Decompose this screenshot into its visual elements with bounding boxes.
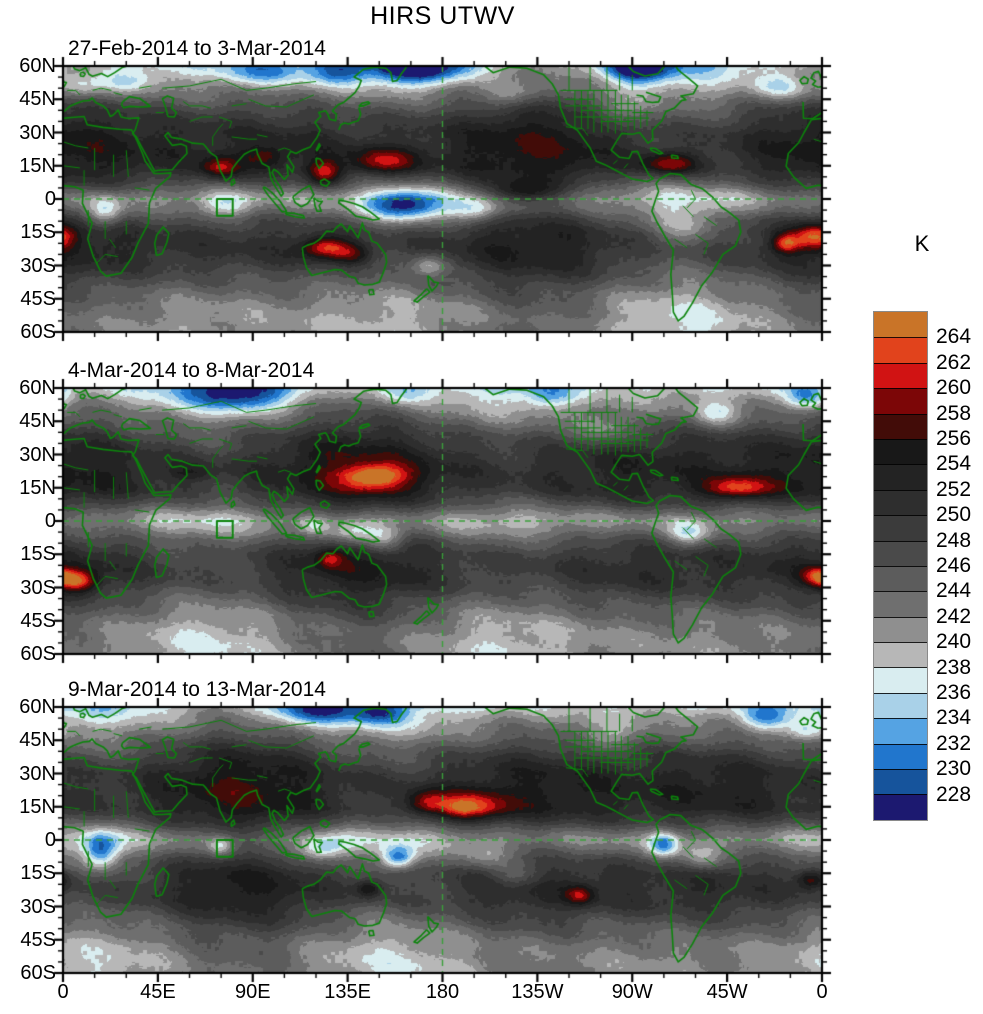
colorbar-segment: [874, 769, 927, 795]
x-axis-label: 135E: [324, 981, 371, 1003]
colorbar-level-label: 256: [936, 427, 972, 450]
y-axis-label: 60S: [20, 321, 56, 343]
colorbar-segment: [874, 388, 927, 414]
colorbar-segment: [874, 743, 927, 770]
page-title: HIRS UTWV: [370, 2, 515, 30]
y-axis-label: 15N: [19, 795, 56, 818]
colorbar-level-label: 246: [936, 554, 972, 577]
x-axis-label: 0: [57, 981, 69, 1003]
colorbar-level-label: 252: [936, 477, 972, 501]
colorbar-level-label: 258: [936, 401, 972, 425]
colorbar-segment: [874, 438, 927, 465]
colorbar-segment: [874, 489, 927, 516]
y-axis-label: 45N: [19, 729, 56, 752]
colorbar-level-label: 230: [936, 757, 972, 781]
colorbar-segment: [874, 616, 927, 643]
colorbar-level-label: 232: [936, 731, 972, 755]
colorbar-segment: [874, 464, 927, 490]
colorbar-level-label: 234: [936, 706, 972, 730]
y-axis-label: 60N: [19, 696, 56, 718]
y-axis-label: 45S: [20, 287, 56, 310]
colorbar-level-label: 264: [936, 325, 972, 349]
colorbar-segment: [874, 692, 927, 719]
y-axis-label: 30S: [20, 254, 56, 277]
colorbar-level-label: 238: [936, 655, 972, 679]
colorbar-level-label: 236: [936, 681, 972, 704]
y-axis-label: 60S: [20, 962, 56, 984]
colorbar-segment: [874, 718, 927, 744]
map-panel-2: [50, 375, 835, 667]
colorbar-level-label: 260: [936, 376, 972, 400]
colorbar-level-label: 228: [936, 782, 972, 806]
y-axis-label: 30S: [20, 576, 56, 599]
y-axis-label: 30S: [20, 895, 56, 918]
y-axis-label: 45S: [20, 928, 56, 951]
colorbar-segment: [874, 794, 927, 820]
colorbar-level-label: 244: [936, 579, 972, 603]
map-panel-3: [50, 694, 835, 986]
y-axis-label: 30N: [19, 762, 56, 785]
y-axis-label: 15N: [19, 476, 56, 499]
x-axis-label: 135W: [511, 981, 564, 1003]
y-axis-label: 60N: [19, 55, 56, 77]
colorbar-level-label: 248: [936, 528, 972, 552]
colorbar-level-label: 240: [936, 630, 972, 654]
colorbar-level-label: 242: [936, 604, 972, 628]
colorbar-title: K: [914, 231, 930, 256]
colorbar-segment: [874, 312, 927, 338]
colorbar: [874, 312, 927, 820]
colorbar-level-label: 250: [936, 503, 972, 527]
colorbar-segment: [874, 413, 927, 439]
colorbar-segment: [874, 642, 927, 668]
colorbar-segment: [874, 515, 927, 541]
colorbar-segment: [874, 362, 927, 389]
colorbar-segment: [874, 540, 927, 566]
colorbar-level-label: 254: [936, 452, 972, 476]
y-axis-label: 45N: [19, 88, 56, 111]
colorbar-segment: [874, 565, 927, 592]
x-axis-label: 90E: [234, 981, 271, 1003]
y-axis-label: 0: [44, 829, 56, 851]
colorbar-segment: [874, 337, 927, 363]
map-panel-1: [50, 53, 835, 345]
y-axis-label: 45S: [20, 609, 56, 632]
x-axis-label: 90W: [611, 981, 653, 1003]
colorbar-level-label: 262: [936, 350, 972, 374]
colorbar-segment: [874, 667, 927, 693]
x-axis-label: 0: [816, 981, 828, 1003]
x-axis-label: 180: [425, 981, 460, 1003]
y-axis-label: 15S: [20, 862, 56, 885]
y-axis-label: 30N: [19, 443, 56, 466]
colorbar-segment: [874, 591, 927, 617]
y-axis-label: 0: [44, 510, 56, 532]
y-axis-label: 15S: [20, 543, 56, 566]
y-axis-label: 15S: [20, 221, 56, 244]
x-axis-label: 45E: [140, 981, 176, 1003]
x-axis-label: 45W: [706, 981, 748, 1003]
y-axis-label: 45N: [19, 410, 56, 433]
y-axis-label: 60S: [20, 643, 56, 665]
y-axis-label: 0: [44, 188, 56, 210]
y-axis-label: 15N: [19, 154, 56, 177]
y-axis-label: 30N: [19, 121, 56, 144]
y-axis-label: 60N: [19, 377, 56, 399]
